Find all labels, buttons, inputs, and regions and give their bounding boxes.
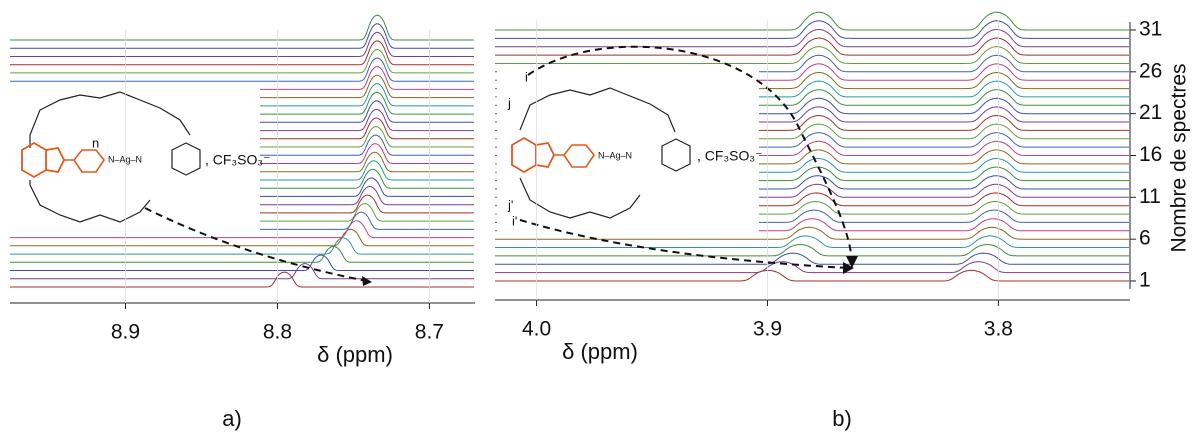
spectrum-trace <box>495 226 1129 240</box>
y-tick-label: 26 <box>1139 59 1162 82</box>
counter-ion: , CF₃SO₃⁻ <box>697 148 762 164</box>
spectrum-trace <box>495 243 1129 257</box>
spectrum-trace <box>495 28 1129 48</box>
arrow <box>519 219 849 269</box>
spectrum-trace <box>10 254 474 271</box>
x-axis-title: δ (ppm) <box>562 339 638 364</box>
x-tick-label: 3.8 <box>984 318 1013 341</box>
counter-ion: , CF₃SO₃⁻ <box>205 152 270 168</box>
arrowhead <box>362 276 372 286</box>
proton-label: i <box>525 69 528 84</box>
x-tick-label: 8.9 <box>111 321 140 344</box>
spectrum-trace <box>10 237 474 255</box>
ring <box>519 177 641 219</box>
y-tick-label: 11 <box>1139 185 1161 208</box>
spectrum-trace <box>495 261 1129 274</box>
pyridine <box>554 144 595 168</box>
spectrum-trace <box>10 220 474 239</box>
spectrum-trace <box>10 23 474 49</box>
spectrum-trace <box>495 235 1129 248</box>
panel-label: a) <box>222 406 242 431</box>
spectrum-trace <box>10 48 474 74</box>
proton-label: n <box>92 135 99 150</box>
spectrum-trace <box>495 252 1129 265</box>
pyridine <box>64 149 105 173</box>
proton-label: j <box>507 95 511 110</box>
y-tick-label: 6 <box>1139 227 1151 250</box>
x-tick-label: 8.7 <box>415 321 444 344</box>
atom: N–Ag–N <box>108 154 142 164</box>
inset <box>10 85 260 231</box>
x-tick-label: 4.0 <box>522 318 551 341</box>
spectrum-trace <box>10 14 474 41</box>
spectrum-trace <box>10 228 474 247</box>
proton-label: j' <box>507 197 513 212</box>
ring <box>29 91 191 136</box>
x-axis-title: δ (ppm) <box>317 342 393 367</box>
spectrum-trace <box>10 271 474 288</box>
molecule-a: N–Ag–N n , CF₃SO₃⁻ <box>10 85 373 286</box>
spectrum-trace <box>495 37 1129 56</box>
pyridine-2 <box>661 138 691 172</box>
panel-label: b) <box>832 406 852 431</box>
spectrum-trace <box>10 245 474 263</box>
spectrum-trace <box>10 57 474 82</box>
spectrum-trace <box>495 46 1129 64</box>
arrowhead <box>843 262 854 274</box>
x-tick-label: 8.8 <box>263 321 292 344</box>
y-tick-label: 16 <box>1139 143 1162 166</box>
pyridine-2 <box>171 142 201 176</box>
proton-label: i' <box>512 213 517 228</box>
y-axis-title: Nombre de spectres <box>1168 63 1191 252</box>
x-tick-label: 3.9 <box>753 318 782 341</box>
y-tick-label: 21 <box>1139 101 1162 124</box>
spectrum-trace <box>10 40 474 66</box>
spectrum-trace <box>10 31 474 57</box>
spectrum-trace <box>495 269 1129 282</box>
spectrum-trace <box>10 263 474 280</box>
y-tick-label: 31 <box>1139 18 1162 41</box>
spectrum-trace <box>495 11 1129 31</box>
spectrum-trace <box>495 20 1129 39</box>
y-tick-label: 1 <box>1139 269 1151 292</box>
molecule-b: N–Ag–N i j j' i' , CF₃SO₃⁻ <box>497 45 858 274</box>
arrow <box>527 45 853 263</box>
ring <box>29 184 151 223</box>
ring <box>519 87 676 133</box>
arrowhead <box>846 256 858 268</box>
atom: N–Ag–N <box>598 150 632 160</box>
